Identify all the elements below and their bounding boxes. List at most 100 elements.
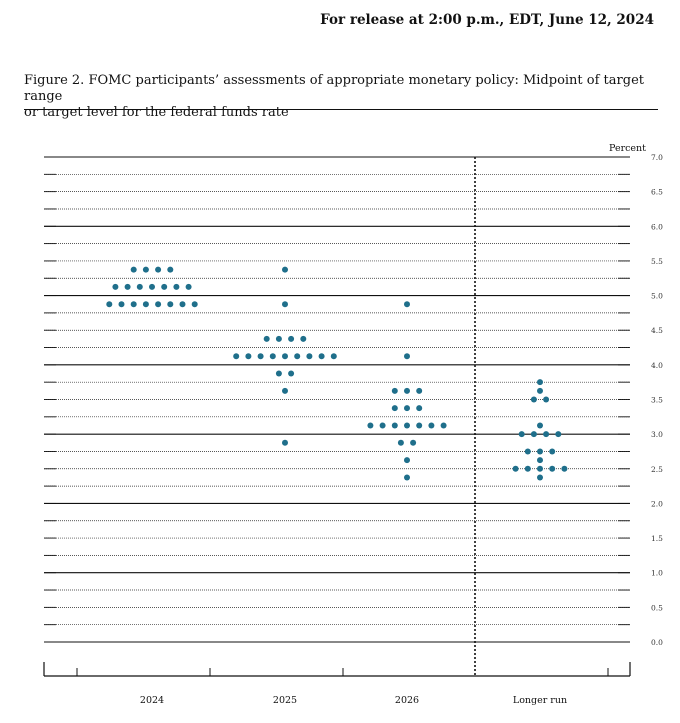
release-notice: For release at 2:00 p.m., EDT, June 12, … [320, 12, 654, 28]
dot-marker [391, 422, 398, 429]
dot-marker [142, 301, 149, 308]
caption-line-1: Figure 2. FOMC participants’ assessments… [24, 73, 644, 104]
y-tick-label: 4.5 [651, 326, 663, 335]
dot-marker [543, 396, 550, 403]
dot-marker [173, 283, 180, 290]
dot-marker [524, 465, 531, 472]
y-tick-label: 2.0 [651, 499, 663, 508]
dot-marker [530, 431, 537, 438]
x-tick-label: 2026 [395, 695, 419, 706]
dot-marker [518, 431, 525, 438]
dot-marker [130, 266, 137, 273]
y-tick-label: 3.0 [651, 430, 663, 439]
dot-marker [404, 387, 410, 394]
grid-lines [44, 156, 630, 643]
dot-marker [294, 353, 301, 360]
dot-marker [118, 301, 125, 308]
dot-marker [404, 301, 410, 308]
dot-marker [367, 422, 374, 429]
dot-marker [179, 301, 186, 308]
y-tick-label: 4.0 [651, 361, 663, 370]
dot-marker [537, 448, 543, 455]
y-tick-label: 1.0 [651, 569, 663, 578]
dot-marker [288, 370, 295, 377]
dot-marker [440, 422, 447, 429]
dot-marker [537, 457, 543, 464]
dot-marker [391, 387, 398, 394]
dot-marker [136, 283, 143, 290]
dot-marker [233, 353, 240, 360]
dot-marker [543, 431, 550, 438]
x-tick-label: 2025 [273, 695, 297, 706]
caption-rule [24, 109, 658, 110]
dot-marker [549, 465, 556, 472]
dot-marker [512, 465, 519, 472]
dots [106, 266, 568, 481]
dot-marker [167, 301, 174, 308]
dot-marker [410, 439, 417, 446]
dot-marker [537, 465, 543, 472]
dot-marker [537, 474, 543, 481]
x-tick-label: Longer run [513, 695, 567, 706]
y-tick-label: 1.5 [651, 534, 663, 543]
dot-marker [282, 353, 288, 360]
dot-marker [275, 335, 282, 342]
y-tick-label: 3.5 [651, 396, 663, 405]
dot-marker [404, 457, 410, 464]
dot-marker [112, 283, 119, 290]
dot-marker [549, 448, 556, 455]
dot-marker [404, 405, 410, 412]
dot-marker [282, 439, 288, 446]
dot-marker [130, 301, 137, 308]
dot-marker [330, 353, 337, 360]
dot-marker [379, 422, 386, 429]
dot-marker [306, 353, 313, 360]
dot-marker [555, 431, 562, 438]
dot-marker [404, 422, 410, 429]
dot-marker [282, 266, 288, 273]
x-axis: 2024 2025 2026 Longer run [43, 662, 631, 706]
y-tick-labels: 0.0 0.5 1.0 1.5 2.0 2.5 3.0 3.5 4.0 4.5 5.0 5.5 6.0 6… [651, 153, 663, 647]
dot-marker [428, 422, 435, 429]
dot-marker [318, 353, 325, 360]
dot-marker [161, 283, 168, 290]
dot-marker [142, 266, 149, 273]
dot-marker [537, 422, 543, 429]
dot-marker [257, 353, 264, 360]
dot-marker [300, 335, 307, 342]
dot-marker [561, 465, 568, 472]
dot-marker [149, 283, 155, 290]
dot-marker [416, 387, 423, 394]
dot-marker [167, 266, 174, 273]
dot-marker [245, 353, 252, 360]
dot-marker [537, 379, 543, 386]
dot-marker [106, 301, 113, 308]
dot-marker [288, 335, 295, 342]
dot-marker [282, 301, 288, 308]
dot-marker [191, 301, 198, 308]
dot-marker [524, 448, 531, 455]
y-tick-label: 5.0 [651, 292, 663, 301]
dot-marker [391, 405, 398, 412]
dot-marker [404, 474, 410, 481]
y-tick-label: 6.5 [651, 188, 663, 197]
dot-marker [155, 301, 162, 308]
figure-caption: Figure 2. FOMC participants’ assessments… [24, 73, 658, 121]
y-tick-label: 0.5 [651, 603, 663, 612]
dot-marker [416, 405, 423, 412]
dot-marker [124, 283, 131, 290]
y-tick-label: 0.0 [651, 638, 663, 647]
dot-marker [397, 439, 404, 446]
dot-marker [269, 353, 276, 360]
x-tick-label: 2024 [140, 695, 164, 706]
dot-marker [263, 335, 270, 342]
y-tick-label: 5.5 [651, 257, 663, 266]
dot-marker [404, 353, 410, 360]
dot-marker [275, 370, 282, 377]
dot-marker [282, 387, 288, 394]
dot-marker [416, 422, 423, 429]
dot-marker [155, 266, 162, 273]
dot-marker [537, 387, 543, 394]
y-tick-label: 2.5 [651, 465, 663, 474]
